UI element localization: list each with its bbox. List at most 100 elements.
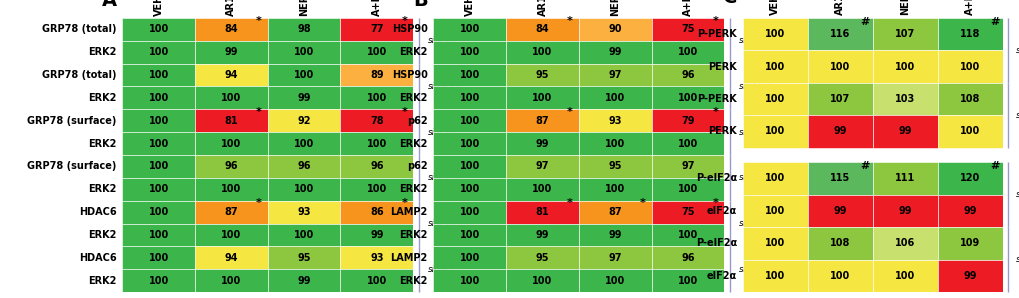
Text: 100: 100: [829, 271, 850, 281]
Text: siBAG3: siBAG3: [427, 82, 460, 91]
Bar: [505, 155, 579, 178]
Text: 100: 100: [149, 70, 169, 80]
Text: p62: p62: [407, 116, 427, 126]
Text: *: *: [401, 198, 407, 208]
Bar: [936, 18, 1002, 50]
Text: 100: 100: [460, 116, 480, 126]
Text: 94: 94: [224, 253, 237, 263]
Text: 96: 96: [370, 162, 383, 171]
Text: 100: 100: [293, 230, 314, 240]
Bar: [579, 63, 651, 86]
Text: VEH: VEH: [769, 0, 780, 15]
Text: 100: 100: [677, 47, 697, 57]
Bar: [122, 109, 195, 132]
Bar: [267, 86, 340, 109]
Text: 100: 100: [366, 47, 386, 57]
Text: GRP78 (surface): GRP78 (surface): [28, 162, 116, 171]
Text: siBAG3: siBAG3: [738, 265, 770, 274]
Text: VEH: VEH: [465, 0, 475, 16]
Bar: [195, 86, 267, 109]
Bar: [579, 132, 651, 155]
Text: P-eIF2α: P-eIF2α: [695, 173, 737, 184]
Text: *: *: [401, 15, 407, 26]
Bar: [807, 50, 872, 83]
Text: 100: 100: [460, 207, 480, 217]
Text: 93: 93: [608, 116, 622, 126]
Text: 100: 100: [604, 184, 625, 194]
Bar: [340, 41, 413, 63]
Bar: [505, 41, 579, 63]
Text: ERK2: ERK2: [398, 47, 427, 57]
Text: 100: 100: [764, 62, 785, 72]
Bar: [505, 178, 579, 201]
Text: 100: 100: [460, 93, 480, 103]
Text: 99: 99: [833, 126, 846, 136]
Text: 100: 100: [149, 116, 169, 126]
Text: 100: 100: [532, 184, 552, 194]
Text: 100: 100: [221, 184, 242, 194]
Text: 75: 75: [681, 207, 694, 217]
Text: 100: 100: [532, 93, 552, 103]
Text: 100: 100: [532, 276, 552, 285]
Text: 97: 97: [608, 253, 622, 263]
Bar: [651, 18, 723, 41]
Text: siSCR: siSCR: [427, 219, 452, 228]
Text: 100: 100: [149, 253, 169, 263]
Text: 99: 99: [298, 276, 311, 285]
Bar: [505, 224, 579, 246]
Text: 100: 100: [460, 47, 480, 57]
Bar: [122, 224, 195, 246]
Bar: [195, 63, 267, 86]
Bar: [579, 109, 651, 132]
Text: 100: 100: [604, 139, 625, 148]
Text: 96: 96: [681, 253, 694, 263]
Bar: [807, 227, 872, 260]
Bar: [936, 50, 1002, 83]
Text: 97: 97: [608, 70, 622, 80]
Text: 100: 100: [149, 162, 169, 171]
Text: 100: 100: [604, 276, 625, 285]
Text: VEH: VEH: [154, 0, 164, 16]
Text: 99: 99: [298, 93, 311, 103]
Bar: [195, 201, 267, 224]
Text: 99: 99: [963, 271, 976, 281]
Text: 99: 99: [963, 206, 976, 216]
Text: LAMP2: LAMP2: [390, 253, 427, 263]
Bar: [505, 201, 579, 224]
Text: 100: 100: [460, 139, 480, 148]
Text: #: #: [989, 17, 999, 27]
Text: 99: 99: [898, 206, 911, 216]
Bar: [122, 269, 195, 292]
Bar: [579, 269, 651, 292]
Bar: [340, 246, 413, 269]
Text: HDAC6: HDAC6: [78, 253, 116, 263]
Bar: [651, 201, 723, 224]
Bar: [267, 224, 340, 246]
Text: 100: 100: [460, 230, 480, 240]
Bar: [195, 224, 267, 246]
Text: siBAG3: siBAG3: [1015, 255, 1019, 264]
Bar: [195, 18, 267, 41]
Text: ERK2: ERK2: [398, 139, 427, 148]
Bar: [267, 246, 340, 269]
Bar: [651, 109, 723, 132]
Text: GRP78 (total): GRP78 (total): [42, 24, 116, 34]
Bar: [651, 178, 723, 201]
Bar: [433, 178, 505, 201]
Bar: [267, 18, 340, 41]
Text: 95: 95: [535, 253, 548, 263]
Text: *: *: [256, 198, 262, 208]
Bar: [433, 132, 505, 155]
Text: LAMP2: LAMP2: [390, 207, 427, 217]
Text: AR12: AR12: [835, 0, 845, 15]
Bar: [195, 269, 267, 292]
Text: 93: 93: [298, 207, 311, 217]
Bar: [505, 63, 579, 86]
Text: P-PERK: P-PERK: [697, 94, 737, 104]
Text: 100: 100: [460, 24, 480, 34]
Bar: [936, 162, 1002, 195]
Bar: [742, 195, 807, 227]
Bar: [340, 269, 413, 292]
Text: 90: 90: [608, 24, 622, 34]
Text: 100: 100: [460, 70, 480, 80]
